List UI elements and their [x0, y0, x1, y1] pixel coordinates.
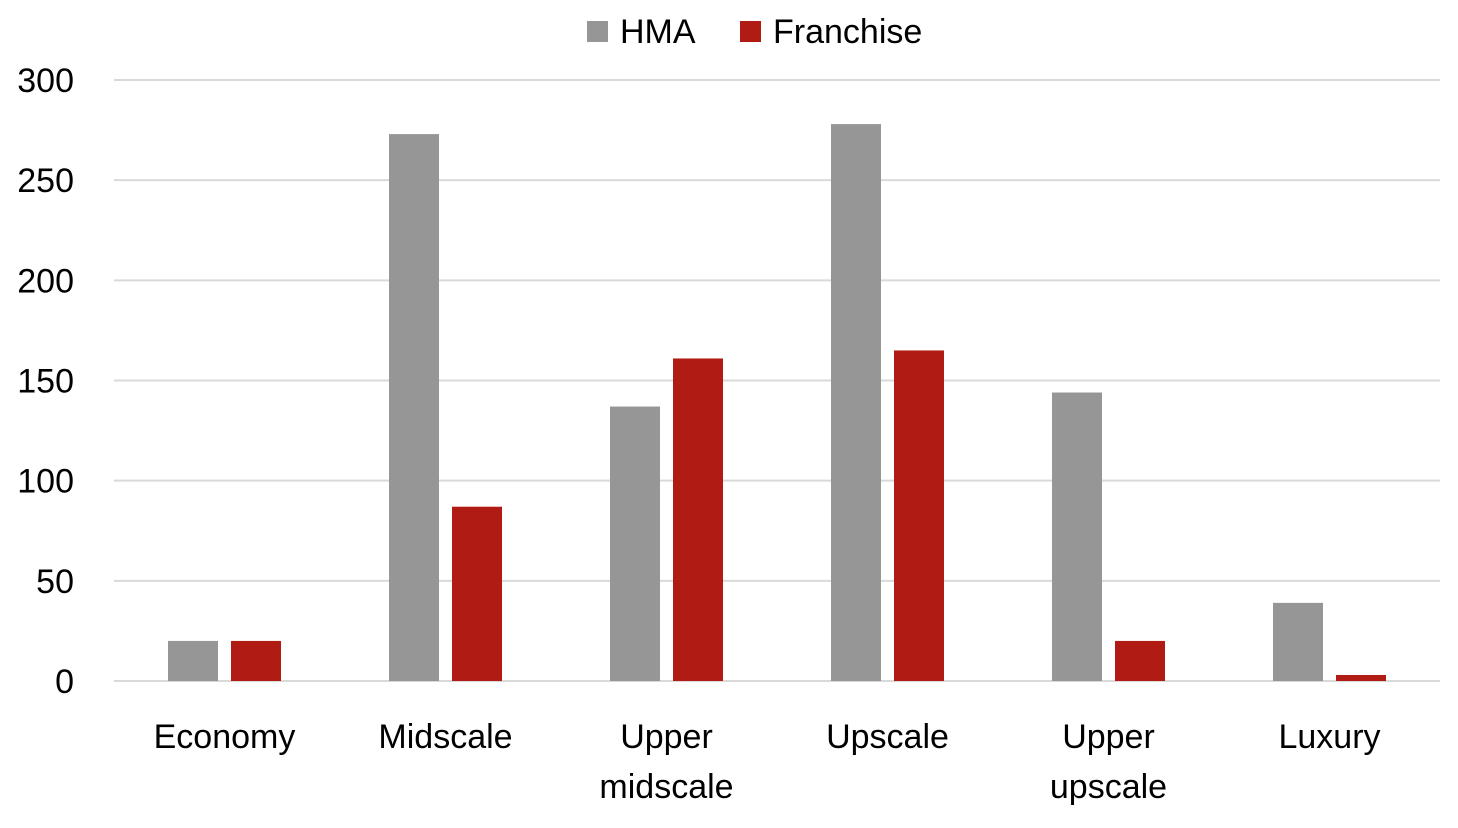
y-tick-label: 300: [17, 62, 74, 100]
bar-hma-3: [831, 124, 881, 681]
y-tick-label: 150: [17, 363, 74, 401]
x-category-label-line: Upper: [1062, 718, 1155, 756]
x-category-label-line: Economy: [154, 718, 296, 756]
x-category-label-line: Midscale: [378, 718, 512, 756]
bar-hma-4: [1052, 392, 1102, 681]
x-category-label-line: Upper: [620, 718, 713, 756]
bar-franchise-0: [231, 640, 281, 681]
x-category-label: Luxury: [1278, 718, 1380, 756]
legend-swatch-hma: [587, 21, 608, 42]
bar-franchise-5: [1336, 674, 1386, 681]
y-tick-label: 200: [17, 262, 74, 300]
y-gridlines: [114, 79, 1440, 682]
y-tick-label: 100: [17, 463, 74, 501]
x-category-label: Economy: [154, 718, 296, 756]
bar-hma-1: [389, 134, 439, 682]
bar-franchise-3: [894, 350, 944, 681]
y-axis-ticks: 0 50 100 150 200 250 300: [17, 62, 74, 701]
x-axis-labels: Economy Midscale Upper midscale Upscale Upper…: [154, 718, 1381, 806]
bar-hma-5: [1273, 602, 1323, 681]
legend-swatch-franchise: [740, 21, 761, 42]
y-tick-label: 250: [17, 162, 74, 200]
legend-label-franchise: Franchise: [773, 13, 922, 51]
bar-franchise-1: [452, 506, 502, 681]
y-tick-label: 50: [36, 563, 74, 601]
legend-label-hma: HMA: [620, 13, 696, 51]
y-tick-label: 0: [55, 663, 74, 701]
x-category-label: Upper upscale: [1050, 718, 1167, 806]
x-category-label: Midscale: [378, 718, 512, 756]
bar-franchise-4: [1115, 640, 1165, 681]
bar-series: [168, 124, 1386, 682]
x-category-label-line: Luxury: [1278, 718, 1380, 756]
x-category-label: Upscale: [826, 718, 949, 756]
x-category-label-line: upscale: [1050, 768, 1167, 806]
bar-hma-2: [610, 406, 660, 681]
chart-legend: HMA Franchise: [587, 13, 922, 51]
x-category-label: Upper midscale: [599, 718, 733, 806]
bar-hma-0: [168, 640, 218, 681]
bar-franchise-2: [673, 358, 723, 681]
x-category-label-line: Upscale: [826, 718, 949, 756]
x-category-label-line: midscale: [599, 768, 733, 806]
